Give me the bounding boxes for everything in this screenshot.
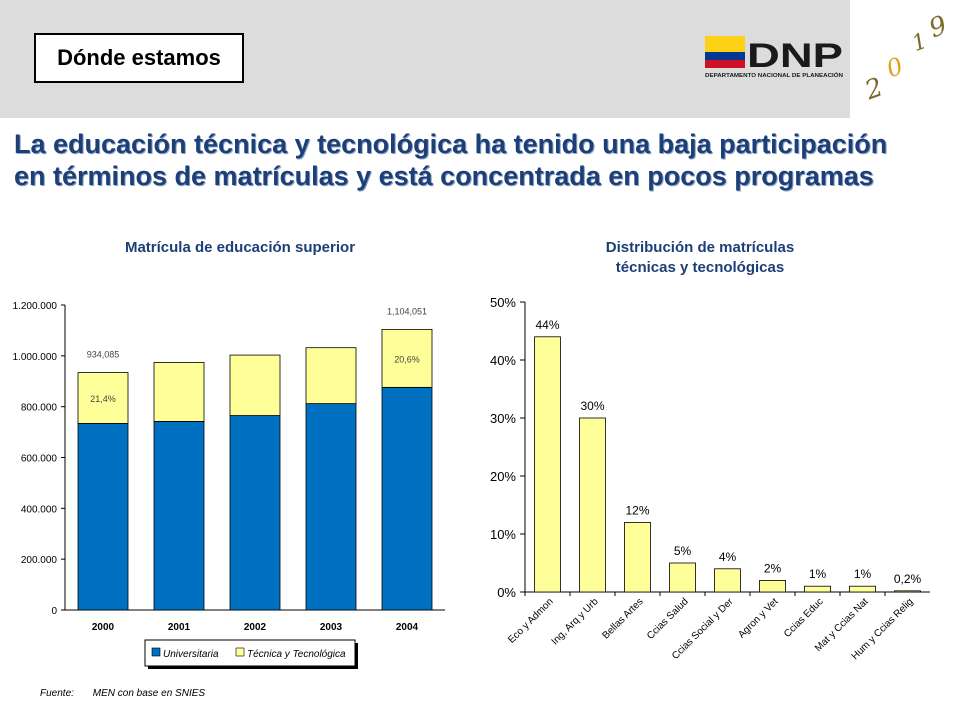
chart1-legend: Universitaria Técnica y Tecnológica bbox=[144, 639, 358, 669]
chart2-bar bbox=[804, 585, 831, 593]
enrollment-stacked-bar-chart: 0 200.000 400.000 600.000 800.000 1.000.000 1.… bbox=[13, 301, 445, 669]
chart2-title-line-2: técnicas y tecnológicas bbox=[615, 259, 785, 276]
chart2-bar bbox=[849, 585, 876, 593]
chart1-bar-universitaria-2003 bbox=[305, 403, 357, 611]
chart1-legend-swatch bbox=[235, 647, 245, 657]
chart1-share-label: 21,4% bbox=[90, 394, 116, 404]
chart1-x-tick-label: 2000 bbox=[92, 622, 115, 633]
headline: La educación técnica y tecnológica ha te… bbox=[14, 128, 954, 192]
chart2-x-tick-label: Ccias Educ bbox=[782, 596, 826, 640]
chart2-bar bbox=[894, 590, 921, 593]
chart2-value-label: 30% bbox=[580, 399, 604, 413]
dnp-logo: DNP DEPARTAMENTO NACIONAL DE PLANEACIÓN bbox=[705, 36, 843, 79]
chart2-value-label: 1% bbox=[809, 567, 827, 581]
distribution-bar-chart: 0% 10% 20% 30% 40% 50% 44% Eco y Admon 30% Ing, A… bbox=[490, 295, 930, 662]
chart2-value-label: 1% bbox=[854, 567, 872, 581]
chart1-x-tick-label: 2001 bbox=[168, 622, 191, 633]
chart1-bar-tecnica-2000 bbox=[77, 372, 129, 424]
source-text: MEN con base en SNIES bbox=[92, 688, 206, 699]
chart1-bar-tecnica-2003 bbox=[305, 347, 357, 405]
flag-yellow bbox=[705, 36, 745, 52]
chart2-value-label: 12% bbox=[625, 503, 649, 517]
chart2-y-tick-label: 10% bbox=[490, 527, 516, 542]
chart1-bar-universitaria-2000 bbox=[77, 423, 129, 611]
chart1-y-tick-label: 0 bbox=[51, 606, 57, 617]
chart1-y-tick-label: 600.000 bbox=[21, 454, 58, 465]
chart1-y-tick-label: 800.000 bbox=[21, 403, 58, 414]
chart2-bar bbox=[534, 336, 561, 593]
chart1-total-label: 934,085 bbox=[87, 350, 120, 360]
chart1-share-label: 20,6% bbox=[394, 354, 420, 364]
flag-red bbox=[705, 60, 745, 68]
chart1-y-tick-label: 400.000 bbox=[21, 504, 58, 515]
chart2-y-tick-label: 0% bbox=[497, 585, 516, 600]
source-label: Fuente: bbox=[40, 688, 74, 699]
year-digit-9: 9 bbox=[925, 10, 951, 44]
chart1-total-label: 1,104,051 bbox=[387, 306, 427, 316]
flag-blue bbox=[705, 52, 745, 60]
dnp-logo-name: DNP bbox=[747, 37, 843, 75]
chart2-bar bbox=[759, 579, 786, 593]
chart2-bar bbox=[714, 568, 741, 593]
headline-line-2: en términos de matrículas y está concent… bbox=[14, 161, 874, 191]
chart2-value-label: 44% bbox=[535, 318, 559, 332]
chart2-y-tick-label: 50% bbox=[490, 295, 516, 310]
chart1-legend-box bbox=[144, 639, 356, 667]
chart1-x-tick-label: 2003 bbox=[320, 622, 343, 633]
year-digit-2: 2 bbox=[860, 72, 887, 106]
year-digit-0: 0 bbox=[883, 52, 907, 84]
chart2-bar bbox=[669, 562, 696, 593]
chart2-value-label: 5% bbox=[674, 544, 692, 558]
chart2-y-tick-label: 30% bbox=[490, 411, 516, 426]
chart2-bar bbox=[624, 521, 651, 593]
chart1-bar-tecnica-2001 bbox=[153, 362, 205, 422]
chart2-x-tick-label: Ing, Arq y Urb bbox=[550, 596, 601, 647]
chart2-value-label: 0,2% bbox=[894, 572, 922, 586]
chart1-bar-universitaria-2001 bbox=[153, 421, 205, 611]
chart2-title-line-1: Distribución de matrículas bbox=[605, 239, 795, 256]
section-label: Dónde estamos bbox=[34, 33, 244, 83]
chart1-y-tick-label: 1.000.000 bbox=[13, 352, 58, 363]
chart1-legend-swatch bbox=[151, 647, 161, 657]
chart1-title: Matrícula de educación superior bbox=[124, 239, 356, 256]
chart1-legend-label: Técnica y Tecnológica bbox=[247, 649, 346, 660]
dnp-logo-subtitle: DEPARTAMENTO NACIONAL DE PLANEACIÓN bbox=[705, 71, 843, 79]
chart1-bar-universitaria-2004 bbox=[381, 386, 433, 611]
chart1-y-tick-label: 1.200.000 bbox=[13, 301, 58, 312]
chart1-x-tick-label: 2004 bbox=[396, 622, 419, 633]
chart1-bar-tecnica-2004 bbox=[381, 328, 433, 388]
chart1-bar-universitaria-2002 bbox=[229, 415, 281, 611]
chart2-bar bbox=[579, 417, 606, 593]
chart1-y-tick-label: 200.000 bbox=[21, 555, 58, 566]
chart2-title: Distribución de matrículas técnicas y te… bbox=[500, 238, 900, 278]
source-note: Fuente: MEN con base en SNIES bbox=[40, 688, 205, 699]
chart2-x-tick-label: Bellas Artes bbox=[600, 596, 645, 641]
year-2019-logo: 2 0 1 9 bbox=[860, 10, 951, 106]
chart2-x-tick-label: Eco y Admon bbox=[506, 596, 555, 645]
chart1-legend-label: Universitaria bbox=[163, 649, 219, 660]
year-digit-1: 1 bbox=[909, 29, 931, 57]
chart2-x-tick-label: Ccias Salud bbox=[645, 596, 691, 642]
chart2-value-label: 2% bbox=[764, 561, 782, 575]
chart2-value-label: 4% bbox=[719, 550, 737, 564]
chart2-x-tick-label: Agron y Vet bbox=[736, 596, 780, 640]
chart2-y-tick-label: 20% bbox=[490, 469, 516, 484]
chart1-x-tick-label: 2002 bbox=[244, 622, 267, 633]
chart2-y-tick-label: 40% bbox=[490, 353, 516, 368]
headline-line-1: La educación técnica y tecnológica ha te… bbox=[14, 129, 888, 159]
chart1-bar-tecnica-2002 bbox=[229, 354, 281, 416]
